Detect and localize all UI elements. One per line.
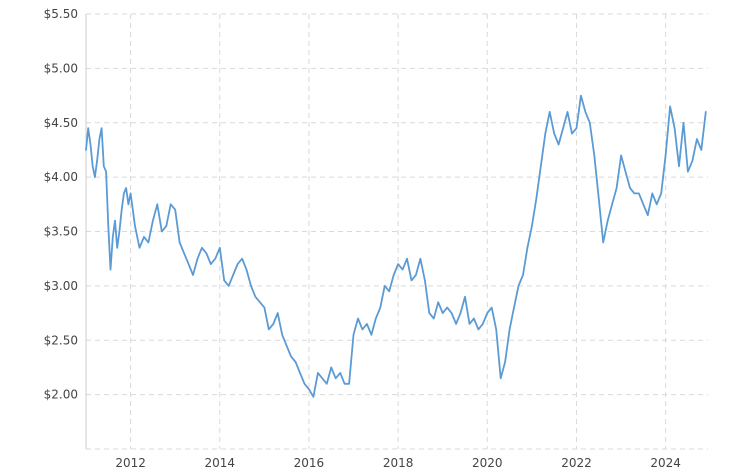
y-tick-label: $3.50: [44, 225, 78, 239]
y-tick-label: $5.00: [44, 61, 78, 75]
y-tick-label: $4.00: [44, 170, 78, 184]
tick-labels: $2.00 $2.50 $3.00 $3.50 $4.00 $4.50 $5.00 $5.50…: [44, 7, 681, 470]
x-tick-label: 2012: [115, 456, 146, 470]
price-series-line: [85, 94, 707, 398]
grid: [86, 13, 708, 450]
x-tick-label: 2016: [294, 456, 325, 470]
y-tick-label: $3.00: [44, 279, 78, 293]
y-tick-label: $2.50: [44, 333, 78, 347]
x-tick-label: 2022: [561, 456, 592, 470]
y-tick-label: $2.00: [44, 388, 78, 402]
series-layer: [85, 94, 707, 398]
x-tick-label: 2014: [204, 456, 235, 470]
x-tick-label: 2024: [650, 456, 681, 470]
x-tick-label: 2018: [383, 456, 414, 470]
y-tick-label: $4.50: [44, 116, 78, 130]
y-tick-label: $5.50: [44, 7, 78, 21]
x-tick-label: 2020: [472, 456, 503, 470]
